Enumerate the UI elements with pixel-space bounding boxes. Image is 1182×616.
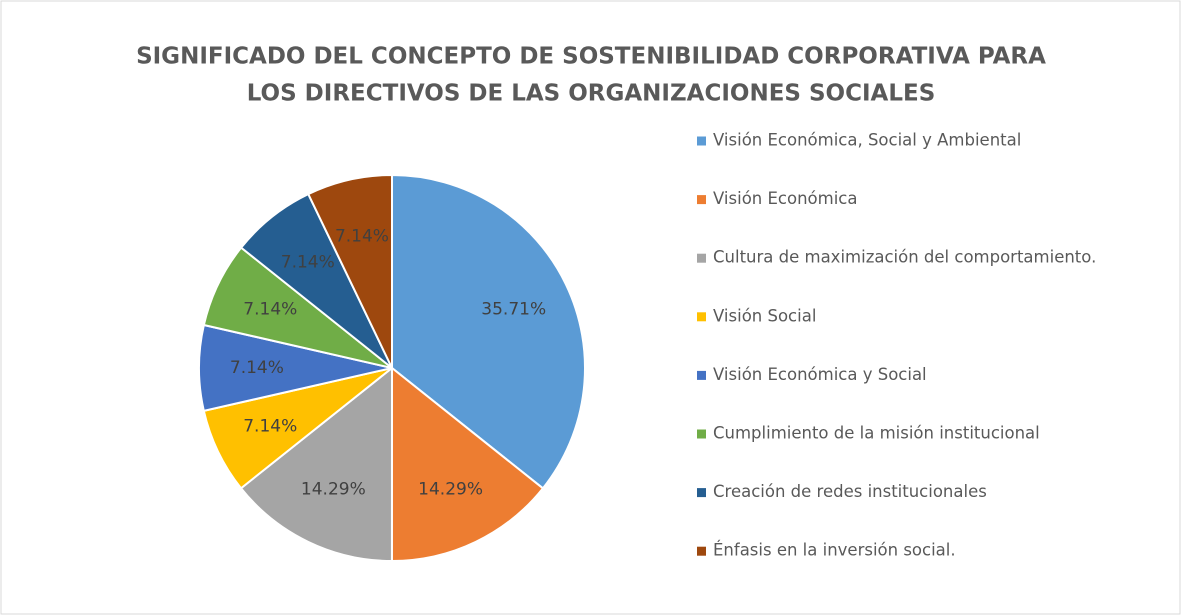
data-label: 14.29% — [301, 480, 366, 500]
data-label: 7.14% — [243, 417, 297, 437]
legend-swatch — [697, 195, 706, 205]
legend-label: Visión Social — [713, 306, 816, 325]
legend-label: Cumplimiento de la misión institucional — [713, 424, 1040, 443]
legend-label: Cultura de maximización del comportamien… — [713, 248, 1096, 267]
data-label: 7.14% — [281, 252, 335, 272]
chart-title: SIGNIFICADO DEL CONCEPTO DE SOSTENIBILID… — [136, 44, 1046, 70]
pie-slice — [390, 365, 545, 563]
legend-label: Visión Económica — [713, 189, 857, 208]
pie-slice — [306, 173, 393, 369]
data-label: 7.14% — [243, 299, 297, 319]
data-label: 7.14% — [230, 358, 284, 378]
legend-label: Creación de redes institucionales — [713, 482, 987, 501]
pie-slice — [239, 365, 394, 563]
legend-swatch — [697, 370, 706, 380]
legend-swatch — [697, 429, 706, 439]
data-label: 35.71% — [481, 299, 546, 319]
pie-slice — [391, 173, 586, 490]
legend-swatch — [697, 546, 706, 556]
data-label: 7.14% — [335, 226, 389, 246]
legend-swatch — [697, 136, 706, 146]
data-label: 14.29% — [418, 480, 483, 500]
chart-title: LOS DIRECTIVOS DE LAS ORGANIZACIONES SOC… — [247, 81, 936, 107]
legend-swatch — [697, 488, 706, 498]
legend-label: Visión Económica y Social — [713, 365, 927, 384]
legend-label: Visión Económica, Social y Ambiental — [713, 131, 1021, 150]
legend-label: Énfasis en la inversión social. — [713, 541, 956, 560]
legend-swatch — [697, 253, 706, 263]
legend-swatch — [697, 312, 706, 322]
